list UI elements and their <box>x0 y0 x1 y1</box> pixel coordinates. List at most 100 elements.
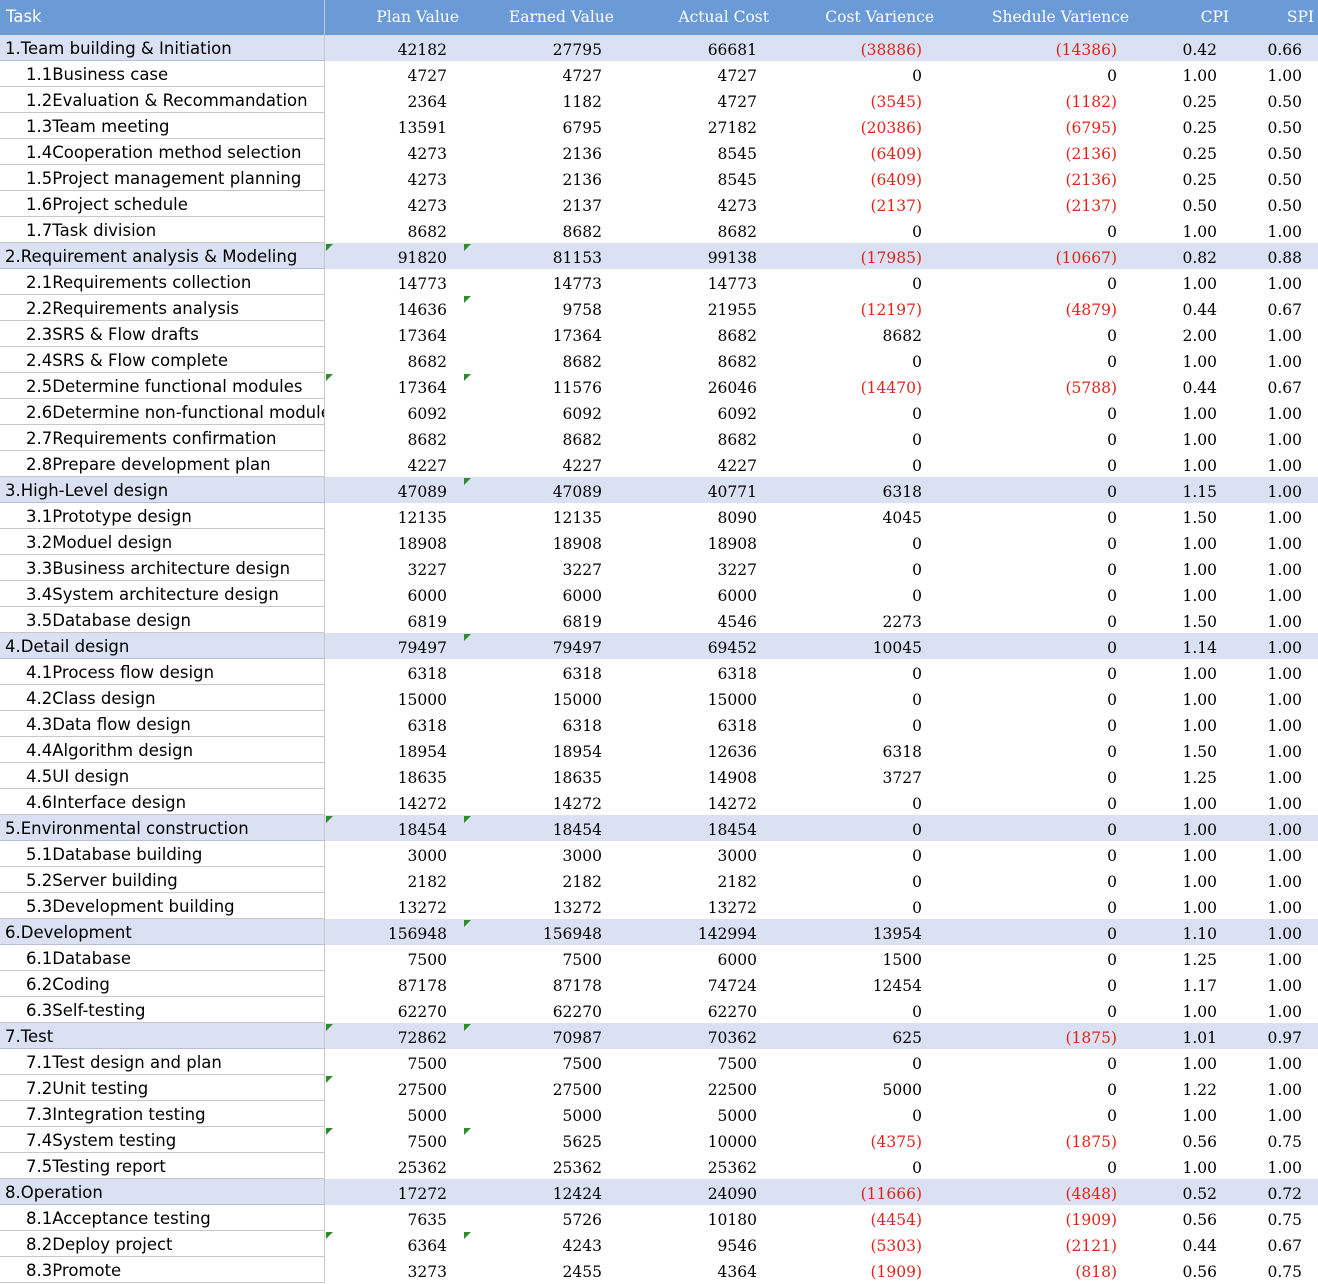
schedule-variance-cell[interactable]: 0 <box>938 659 1133 685</box>
task-cell[interactable]: 4.Detail design <box>0 633 325 659</box>
earned-value-cell[interactable]: 12424 <box>463 1179 618 1205</box>
header-schedule-variance[interactable]: Shedule Varience <box>991 7 1129 26</box>
plan-value-cell[interactable]: 79497 <box>325 633 463 659</box>
plan-value-cell[interactable]: 6318 <box>325 659 463 685</box>
schedule-variance-cell[interactable]: 0 <box>938 815 1133 841</box>
earned-value-cell[interactable]: 62270 <box>463 997 618 1023</box>
actual-cost-cell[interactable]: 62270 <box>618 997 773 1023</box>
cost-variance-cell[interactable]: 2273 <box>773 607 938 633</box>
plan-value-cell[interactable]: 8682 <box>325 425 463 451</box>
cost-variance-cell[interactable]: 0 <box>773 893 938 919</box>
cost-variance-cell[interactable]: 0 <box>773 61 938 87</box>
plan-value-cell[interactable]: 62270 <box>325 997 463 1023</box>
spi-cell[interactable]: 1.00 <box>1233 997 1318 1023</box>
earned-value-cell[interactable]: 70987 <box>463 1023 618 1049</box>
spi-cell[interactable]: 1.00 <box>1233 61 1318 87</box>
task-cell[interactable]: 7.1Test design and plan <box>0 1049 325 1075</box>
task-cell[interactable]: 6.1Database <box>0 945 325 971</box>
spi-cell[interactable]: 1.00 <box>1233 919 1318 945</box>
spi-cell[interactable]: 0.50 <box>1233 165 1318 191</box>
actual-cost-cell[interactable]: 70362 <box>618 1023 773 1049</box>
task-cell[interactable]: 2.1Requirements collection <box>0 269 325 295</box>
task-cell[interactable]: 2.8Prepare development plan <box>0 451 325 477</box>
schedule-variance-cell[interactable]: 0 <box>938 867 1133 893</box>
actual-cost-cell[interactable]: 26046 <box>618 373 773 399</box>
header-task[interactable]: Task <box>0 0 325 35</box>
cpi-cell[interactable]: 1.00 <box>1133 217 1233 243</box>
actual-cost-cell[interactable]: 5000 <box>618 1101 773 1127</box>
cost-variance-cell[interactable]: (12197) <box>773 295 938 321</box>
cost-variance-cell[interactable]: 0 <box>773 659 938 685</box>
schedule-variance-cell[interactable]: 0 <box>938 451 1133 477</box>
plan-value-cell[interactable]: 7500 <box>325 945 463 971</box>
cpi-cell[interactable]: 1.50 <box>1133 607 1233 633</box>
plan-value-cell[interactable]: 5000 <box>325 1101 463 1127</box>
plan-value-cell[interactable]: 3227 <box>325 555 463 581</box>
plan-value-cell[interactable]: 13272 <box>325 893 463 919</box>
cost-variance-cell[interactable]: 0 <box>773 685 938 711</box>
cost-variance-cell[interactable]: (38886) <box>773 35 938 61</box>
cpi-cell[interactable]: 1.00 <box>1133 1153 1233 1179</box>
actual-cost-cell[interactable]: 9546 <box>618 1231 773 1257</box>
plan-value-cell[interactable]: 15000 <box>325 685 463 711</box>
spi-cell[interactable]: 0.75 <box>1233 1127 1318 1153</box>
cost-variance-cell[interactable]: 12454 <box>773 971 938 997</box>
schedule-variance-cell[interactable]: (1909) <box>938 1205 1133 1231</box>
earned-value-cell[interactable]: 2136 <box>463 165 618 191</box>
earned-value-cell[interactable]: 2137 <box>463 191 618 217</box>
spi-cell[interactable]: 1.00 <box>1233 477 1318 503</box>
plan-value-cell[interactable]: 18908 <box>325 529 463 555</box>
plan-value-cell[interactable]: 6000 <box>325 581 463 607</box>
cost-variance-cell[interactable]: 1500 <box>773 945 938 971</box>
spi-cell[interactable]: 0.66 <box>1233 35 1318 61</box>
earned-value-cell[interactable]: 12135 <box>463 503 618 529</box>
schedule-variance-cell[interactable]: 0 <box>938 321 1133 347</box>
spi-cell[interactable]: 1.00 <box>1233 867 1318 893</box>
plan-value-cell[interactable]: 4273 <box>325 165 463 191</box>
schedule-variance-cell[interactable]: (818) <box>938 1257 1133 1283</box>
actual-cost-cell[interactable]: 15000 <box>618 685 773 711</box>
actual-cost-cell[interactable]: 4727 <box>618 87 773 113</box>
earned-value-cell[interactable]: 2182 <box>463 867 618 893</box>
header-cpi[interactable]: CPI <box>1200 7 1229 26</box>
task-cell[interactable]: 1.6Project schedule <box>0 191 325 217</box>
actual-cost-cell[interactable]: 74724 <box>618 971 773 997</box>
cpi-cell[interactable]: 1.17 <box>1133 971 1233 997</box>
earned-value-cell[interactable]: 5625 <box>463 1127 618 1153</box>
actual-cost-cell[interactable]: 4364 <box>618 1257 773 1283</box>
spi-cell[interactable]: 1.00 <box>1233 425 1318 451</box>
task-cell[interactable]: 4.3Data flow design <box>0 711 325 737</box>
plan-value-cell[interactable]: 4727 <box>325 61 463 87</box>
cost-variance-cell[interactable]: (6409) <box>773 165 938 191</box>
actual-cost-cell[interactable]: 6318 <box>618 711 773 737</box>
actual-cost-cell[interactable]: 14272 <box>618 789 773 815</box>
schedule-variance-cell[interactable]: 0 <box>938 529 1133 555</box>
task-cell[interactable]: 3.High-Level design <box>0 477 325 503</box>
actual-cost-cell[interactable]: 8682 <box>618 217 773 243</box>
earned-value-cell[interactable]: 6819 <box>463 607 618 633</box>
earned-value-cell[interactable]: 7500 <box>463 945 618 971</box>
schedule-variance-cell[interactable]: (1182) <box>938 87 1133 113</box>
earned-value-cell[interactable]: 4227 <box>463 451 618 477</box>
cpi-cell[interactable]: 1.00 <box>1133 269 1233 295</box>
spi-cell[interactable]: 1.00 <box>1233 269 1318 295</box>
schedule-variance-cell[interactable]: 0 <box>938 269 1133 295</box>
task-cell[interactable]: 4.2Class design <box>0 685 325 711</box>
cpi-cell[interactable]: 1.00 <box>1133 841 1233 867</box>
earned-value-cell[interactable]: 18908 <box>463 529 618 555</box>
spi-cell[interactable]: 1.00 <box>1233 529 1318 555</box>
spi-cell[interactable]: 0.67 <box>1233 295 1318 321</box>
cpi-cell[interactable]: 0.25 <box>1133 113 1233 139</box>
cpi-cell[interactable]: 1.00 <box>1133 711 1233 737</box>
actual-cost-cell[interactable]: 142994 <box>618 919 773 945</box>
cost-variance-cell[interactable]: 0 <box>773 1101 938 1127</box>
cpi-cell[interactable]: 0.25 <box>1133 139 1233 165</box>
plan-value-cell[interactable]: 18635 <box>325 763 463 789</box>
task-cell[interactable]: 7.4System testing <box>0 1127 325 1153</box>
actual-cost-cell[interactable]: 10180 <box>618 1205 773 1231</box>
cpi-cell[interactable]: 1.00 <box>1133 997 1233 1023</box>
cost-variance-cell[interactable]: (4454) <box>773 1205 938 1231</box>
cost-variance-cell[interactable]: 3727 <box>773 763 938 789</box>
actual-cost-cell[interactable]: 4727 <box>618 61 773 87</box>
spi-cell[interactable]: 1.00 <box>1233 763 1318 789</box>
